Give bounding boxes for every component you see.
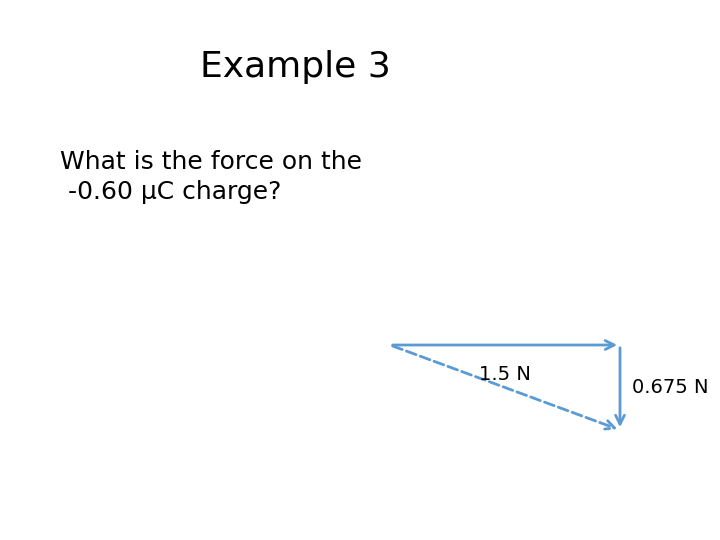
Text: -0.60 μC charge?: -0.60 μC charge? xyxy=(60,180,282,204)
Text: Example 3: Example 3 xyxy=(200,50,391,84)
Text: 1.5 N: 1.5 N xyxy=(479,365,531,384)
Text: 0.675 N: 0.675 N xyxy=(632,378,708,397)
Text: What is the force on the: What is the force on the xyxy=(60,150,362,174)
